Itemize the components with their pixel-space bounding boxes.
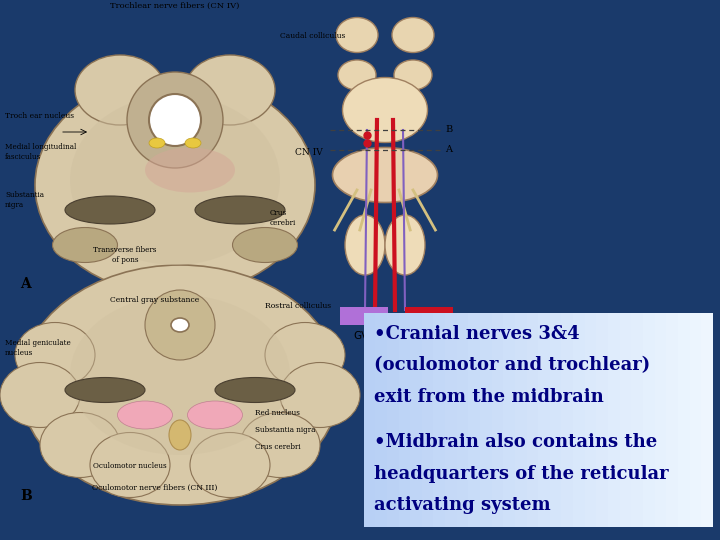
Ellipse shape — [190, 433, 270, 497]
Ellipse shape — [35, 75, 315, 295]
Text: Rostral colliculus: Rostral colliculus — [265, 302, 331, 310]
Polygon shape — [550, 313, 562, 526]
Polygon shape — [666, 313, 678, 526]
Ellipse shape — [233, 227, 297, 262]
Polygon shape — [631, 313, 643, 526]
Text: Substantia
nigra: Substantia nigra — [5, 191, 44, 208]
Text: Central gray substance: Central gray substance — [110, 296, 199, 304]
Polygon shape — [375, 313, 387, 526]
Ellipse shape — [65, 377, 145, 402]
Polygon shape — [562, 313, 573, 526]
Polygon shape — [399, 313, 410, 526]
Polygon shape — [422, 313, 433, 526]
FancyBboxPatch shape — [405, 307, 453, 325]
Ellipse shape — [40, 413, 120, 477]
Polygon shape — [503, 313, 515, 526]
Polygon shape — [573, 313, 585, 526]
FancyBboxPatch shape — [340, 307, 388, 325]
Polygon shape — [364, 313, 375, 526]
Ellipse shape — [280, 362, 360, 428]
Ellipse shape — [185, 138, 201, 148]
Ellipse shape — [265, 322, 345, 388]
Polygon shape — [456, 313, 469, 526]
Ellipse shape — [392, 17, 434, 52]
Polygon shape — [596, 313, 608, 526]
Ellipse shape — [338, 60, 376, 90]
Polygon shape — [690, 313, 701, 526]
Polygon shape — [387, 313, 399, 526]
Text: headquarters of the reticular: headquarters of the reticular — [374, 465, 668, 483]
Ellipse shape — [65, 196, 155, 224]
Circle shape — [149, 94, 201, 146]
Ellipse shape — [53, 227, 117, 262]
Text: Medial longitudinal
fasciculus: Medial longitudinal fasciculus — [5, 144, 76, 160]
Ellipse shape — [171, 318, 189, 332]
Polygon shape — [620, 313, 631, 526]
Ellipse shape — [169, 420, 191, 450]
Ellipse shape — [343, 78, 428, 143]
Polygon shape — [678, 313, 690, 526]
Polygon shape — [445, 313, 456, 526]
Text: Red nucleus: Red nucleus — [255, 409, 300, 417]
Text: A: A — [445, 145, 452, 154]
Polygon shape — [433, 313, 445, 526]
Circle shape — [145, 290, 215, 360]
Ellipse shape — [345, 215, 385, 275]
Ellipse shape — [394, 60, 432, 90]
Text: Oculomotor nerve fibers (CN III): Oculomotor nerve fibers (CN III) — [92, 484, 217, 492]
Ellipse shape — [195, 196, 285, 224]
Ellipse shape — [336, 17, 378, 52]
Ellipse shape — [20, 265, 340, 505]
Text: B: B — [445, 125, 452, 134]
Text: Trochlear nerve fibers (CN IV): Trochlear nerve fibers (CN IV) — [110, 2, 240, 10]
Ellipse shape — [90, 433, 170, 497]
Polygon shape — [526, 313, 539, 526]
Text: activating system: activating system — [374, 496, 550, 514]
Text: exit from the midbrain: exit from the midbrain — [374, 388, 603, 406]
Text: Oculomotor nucleus: Oculomotor nucleus — [93, 462, 167, 470]
Ellipse shape — [70, 295, 290, 455]
Text: Transverse fibers
of pons: Transverse fibers of pons — [94, 246, 157, 264]
Polygon shape — [539, 313, 550, 526]
Text: GVE: GVE — [353, 331, 375, 341]
Polygon shape — [480, 313, 492, 526]
Ellipse shape — [70, 95, 280, 265]
Polygon shape — [469, 313, 480, 526]
Polygon shape — [410, 313, 422, 526]
Ellipse shape — [215, 377, 295, 402]
Ellipse shape — [0, 362, 80, 428]
Ellipse shape — [185, 55, 275, 125]
Ellipse shape — [385, 215, 425, 275]
Ellipse shape — [333, 147, 438, 202]
Polygon shape — [492, 313, 503, 526]
Polygon shape — [515, 313, 526, 526]
Ellipse shape — [75, 55, 165, 125]
Text: •Midbrain also contains the: •Midbrain also contains the — [374, 434, 657, 451]
Text: GSE: GSE — [418, 331, 440, 341]
Ellipse shape — [145, 147, 235, 192]
Polygon shape — [585, 313, 596, 526]
Text: (oculomotor and trochlear): (oculomotor and trochlear) — [374, 356, 650, 375]
Text: •Cranial nerves 3&4: •Cranial nerves 3&4 — [374, 325, 579, 343]
Ellipse shape — [149, 138, 165, 148]
Text: B: B — [20, 489, 32, 503]
Circle shape — [127, 72, 223, 168]
Text: CN IV: CN IV — [295, 148, 323, 157]
Ellipse shape — [187, 401, 243, 429]
Polygon shape — [643, 313, 654, 526]
Ellipse shape — [240, 413, 320, 477]
Polygon shape — [701, 313, 713, 526]
Ellipse shape — [117, 401, 173, 429]
Text: Medial geniculate
nucleus: Medial geniculate nucleus — [5, 340, 71, 356]
Text: Substantia nigra: Substantia nigra — [255, 426, 315, 434]
Text: Caudal colliculus: Caudal colliculus — [280, 32, 346, 40]
Ellipse shape — [15, 322, 95, 388]
Text: Crus
cerebri: Crus cerebri — [270, 210, 296, 227]
Text: Crus cerebri: Crus cerebri — [255, 443, 301, 451]
Polygon shape — [608, 313, 620, 526]
Polygon shape — [654, 313, 666, 526]
Text: A: A — [20, 277, 31, 291]
Text: Troch ear nucleus: Troch ear nucleus — [5, 112, 74, 120]
